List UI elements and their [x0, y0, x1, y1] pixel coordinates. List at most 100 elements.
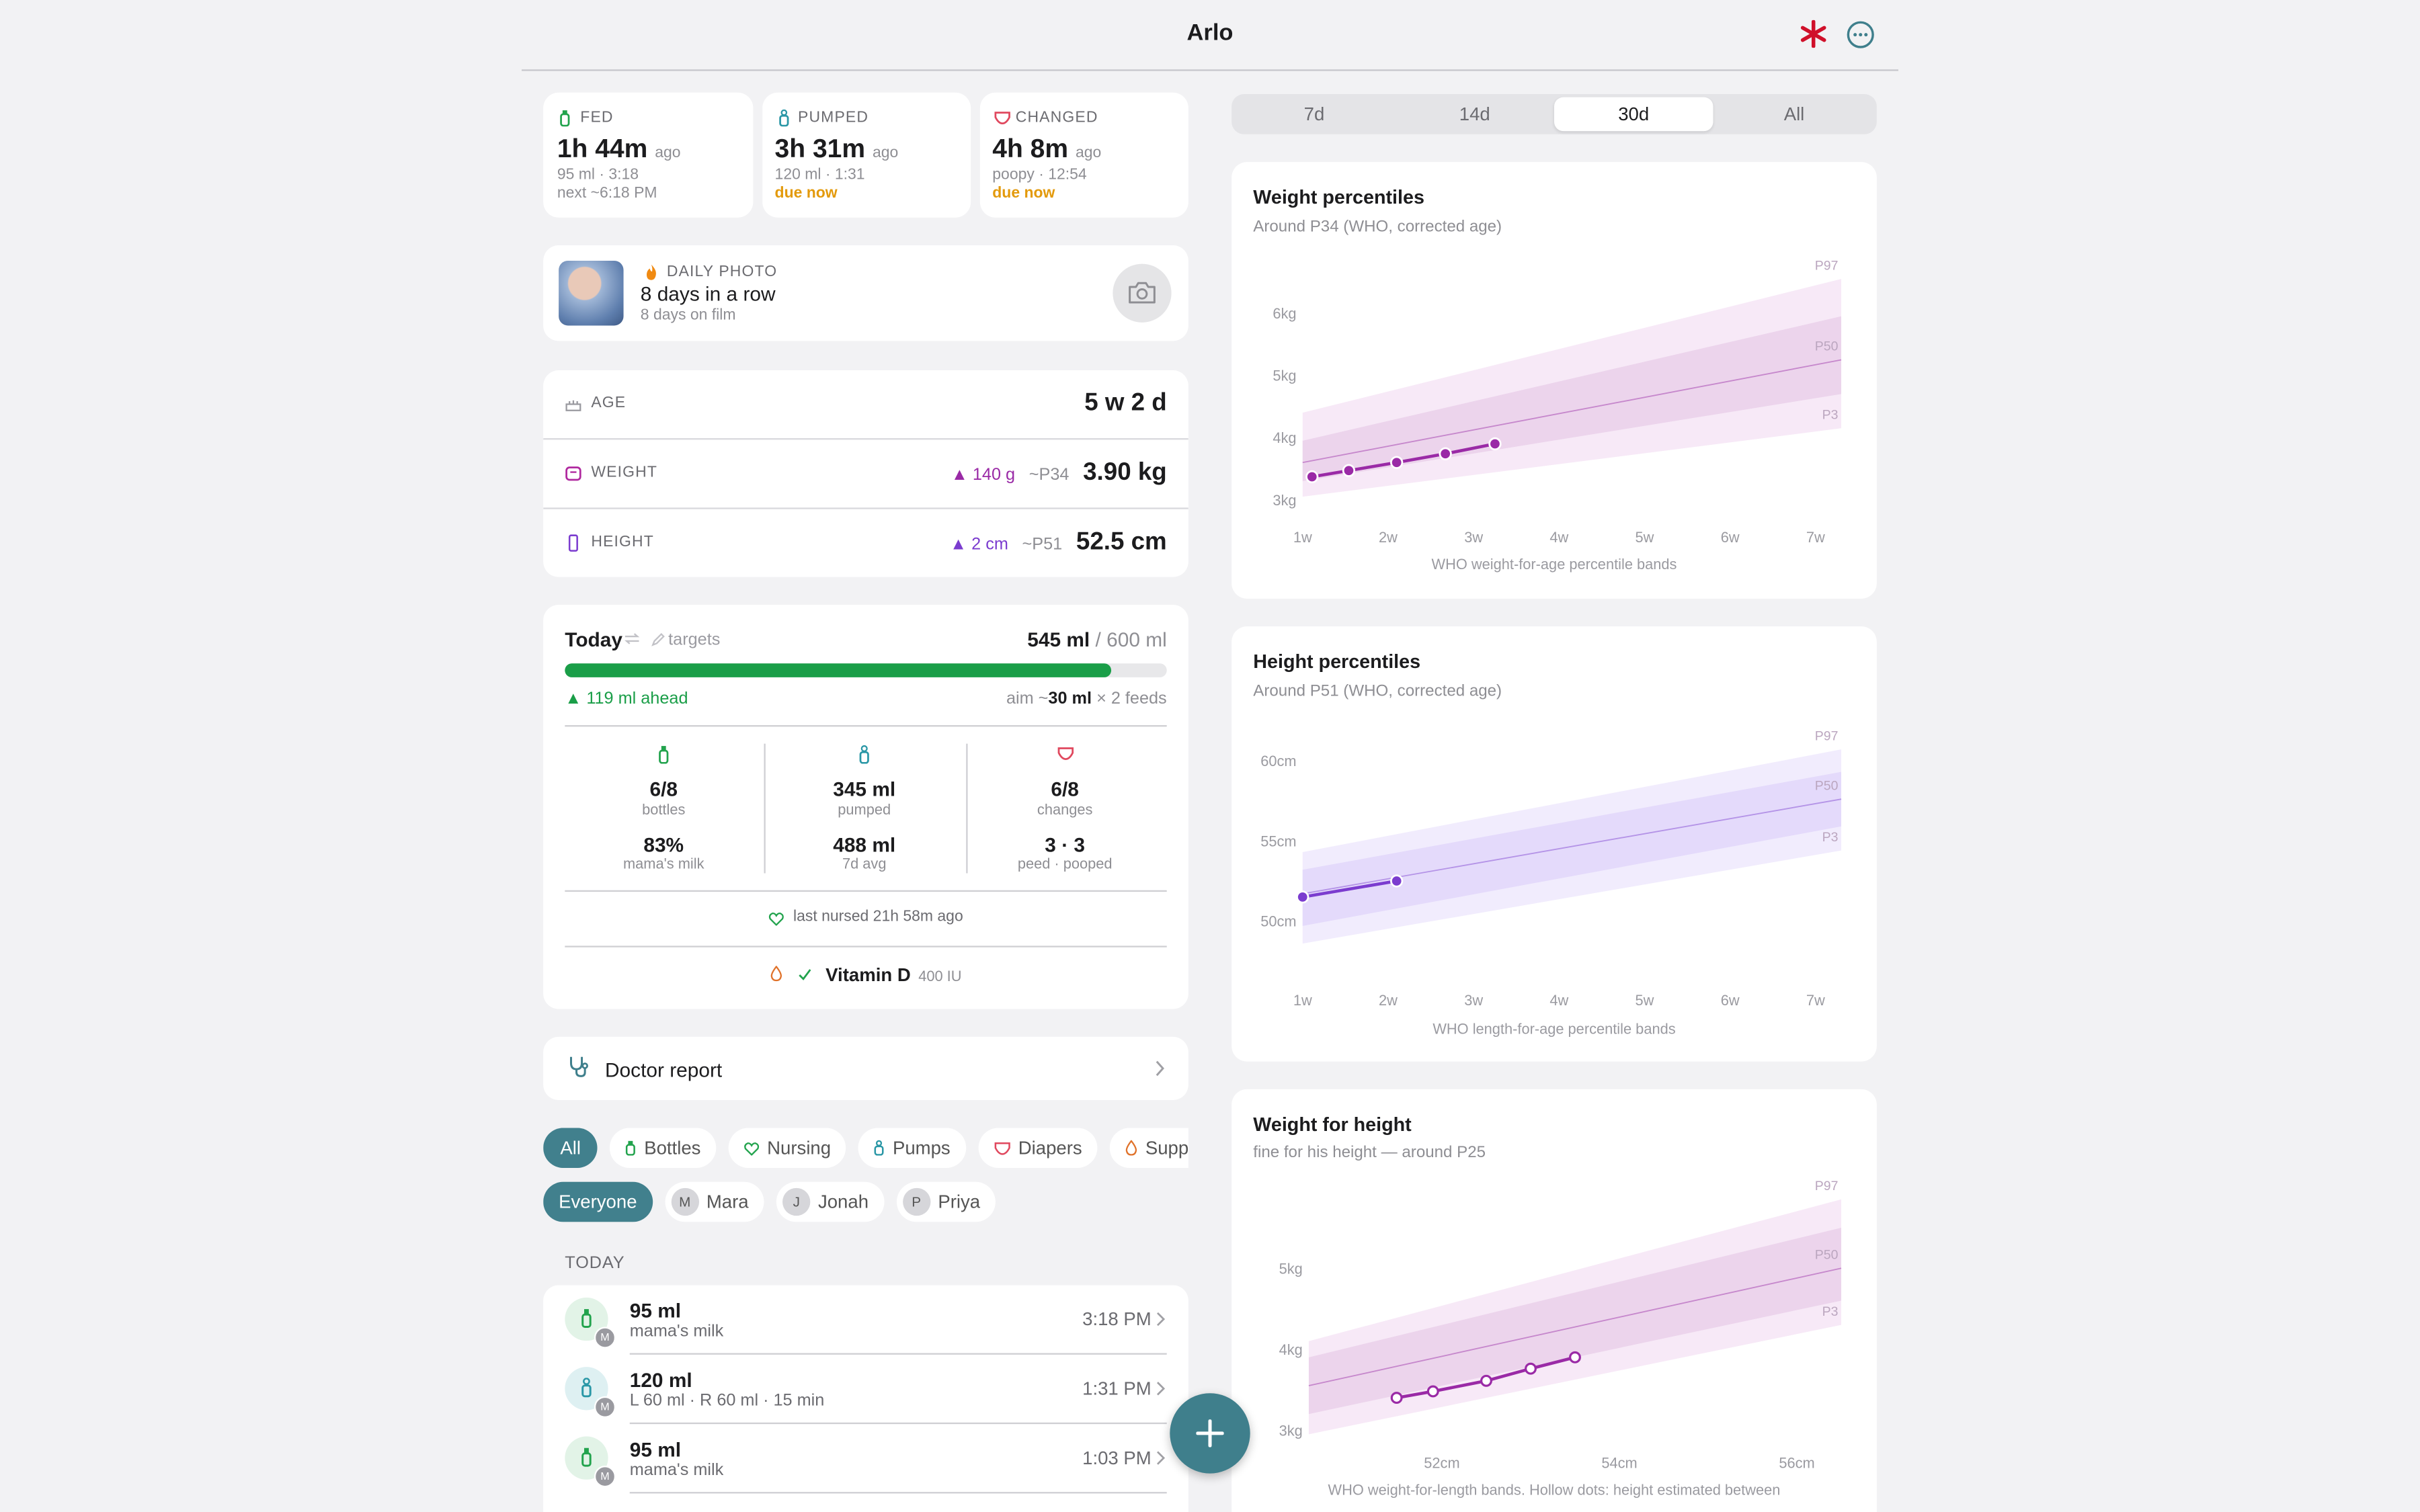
- percentile-band: [1302, 316, 1842, 481]
- band-label: P50: [1815, 1247, 1839, 1262]
- filter-chip[interactable]: M Mara: [664, 1181, 764, 1222]
- entry-row[interactable]: M 95 ml mama's milk 1:03 PM: [543, 1424, 1188, 1494]
- entry-avatar: M: [594, 1396, 616, 1418]
- progress-track: [565, 663, 1167, 677]
- chart-title: Weight for height: [1253, 1114, 1412, 1136]
- chart-footnote: WHO weight-for-age percentile bands: [1431, 556, 1677, 575]
- status-card[interactable]: PUMPED 3h 31m ago 120 ml · 1:31 due now: [762, 92, 971, 218]
- filter-chip[interactable]: All: [543, 1128, 598, 1169]
- band-label: P50: [1815, 778, 1839, 793]
- section-label: TODAY: [565, 1254, 625, 1273]
- aim-prefix: aim ~: [1006, 689, 1049, 708]
- diaper-icon: [1057, 747, 1074, 760]
- entry-row[interactable]: M 120 ml L 60 ml · R 60 ml · 15 min 1:31…: [543, 1355, 1188, 1425]
- aim-amount: 30 ml: [1048, 689, 1092, 708]
- filter-chip[interactable]: Nursing: [728, 1128, 847, 1169]
- chip-label: Priya: [938, 1191, 981, 1213]
- status-card[interactable]: CHANGED 4h 8m ago poopy · 12:54 due now: [979, 92, 1188, 218]
- chart-footnote: WHO length-for-age percentile bands: [1433, 1021, 1676, 1039]
- status-note: due now: [774, 185, 838, 202]
- bottle-icon: [560, 110, 570, 127]
- stat-value: 83%: [643, 833, 684, 857]
- filter-chip[interactable]: Pumps: [858, 1128, 966, 1169]
- median-line: [1302, 359, 1842, 464]
- elapsed: 4h 8m: [992, 134, 1069, 164]
- data-point: [1305, 470, 1319, 484]
- chip-label: Diapers: [1018, 1137, 1082, 1159]
- stat-label: bottles: [642, 802, 686, 820]
- divider: [629, 1492, 1167, 1494]
- daily-photo-card[interactable]: DAILY PHOTO 8 days in a row 8 days on fi…: [543, 245, 1188, 341]
- stat-value: 3 · 3: [1045, 833, 1086, 857]
- elapsed: 1h 44m: [557, 134, 648, 164]
- measure-delta: ▲ 140 g: [951, 466, 1016, 485]
- data-point: [1569, 1351, 1581, 1363]
- add-button[interactable]: [1170, 1393, 1250, 1474]
- stat-label: 7d avg: [842, 856, 887, 874]
- header-title: Arlo: [1186, 19, 1234, 46]
- filter-chip[interactable]: Diapers: [978, 1128, 1098, 1169]
- measure-row: ▲ 2 cm ~P51 52.5 cm: [950, 530, 1167, 556]
- measurements-card: AGE 5 w 2 d WEIGHT ▲ 140 g ~P34 3.90 kg …: [543, 370, 1188, 577]
- measure-percentile: ~P34: [1028, 466, 1070, 485]
- chart-subtitle: Around P34 (WHO, corrected age): [1253, 217, 1502, 237]
- camera-icon: [1129, 282, 1156, 304]
- status-value: 3h 31m ago: [775, 136, 899, 162]
- x-tick-label: 3w: [1464, 992, 1483, 1009]
- filter-chip[interactable]: J Jonah: [776, 1181, 884, 1222]
- chart-card: P3 P50 P97 3kg 4kg 5kg 52cm 54cm 56cm Weight for…: [1232, 1089, 1877, 1512]
- filter-chip[interactable]: P Priya: [896, 1181, 996, 1222]
- chart: P3 P50 P97 3kg 4kg 5kg 6kg 1w 2w 3w 4w 5w 6w 7w: [1273, 258, 1842, 546]
- range-tabs: 7d 14d 30d All: [1232, 94, 1877, 134]
- filter-chip[interactable]: Bottles: [610, 1128, 717, 1169]
- more-button[interactable]: [1846, 20, 1876, 50]
- status-card[interactable]: FED 1h 44m ago 95 ml · 3:18 next ~6:18 P…: [543, 92, 754, 218]
- targets-link[interactable]: targets: [668, 631, 721, 650]
- elapsed-suffix: ago: [1075, 144, 1102, 163]
- stat-value: 6/8: [649, 778, 678, 801]
- camera-button[interactable]: [1113, 263, 1172, 323]
- chart-card: P3 P50 P97 50cm 55cm 60cm 1w 2w 3w 4w 5w 6w 7w Heigh…: [1232, 626, 1877, 1062]
- filter-chip[interactable]: Supplements: [1110, 1128, 1188, 1169]
- chart: P3 P50 P97 3kg 4kg 5kg 52cm 54cm 56cm: [1279, 1179, 1842, 1472]
- divider: [543, 507, 1188, 509]
- elapsed-suffix: ago: [872, 144, 899, 163]
- scale-icon: [565, 466, 581, 481]
- range-tab[interactable]: 7d: [1303, 103, 1325, 125]
- y-tick-label: 55cm: [1260, 833, 1296, 849]
- stat-label: peed · pooped: [1017, 856, 1113, 874]
- app-icon[interactable]: [1800, 19, 1827, 48]
- y-tick-label: 5kg: [1273, 368, 1296, 384]
- band-label: P97: [1815, 728, 1839, 743]
- entries-list: M 95 ml mama's milk 3:18 PM M 120 ml L 6…: [543, 1285, 1188, 1512]
- bottle-icon: [626, 1140, 636, 1156]
- x-tick-label: 2w: [1379, 529, 1398, 546]
- divider: [543, 438, 1188, 440]
- range-tab[interactable]: 14d: [1459, 103, 1490, 125]
- band-label: P50: [1815, 339, 1839, 354]
- swap-icon[interactable]: [624, 632, 641, 644]
- divider: [629, 1422, 1167, 1425]
- progress-fill: [565, 663, 1112, 677]
- intake-total: 545 ml / 600 ml: [1027, 630, 1166, 650]
- filter-chip[interactable]: Everyone: [543, 1181, 653, 1222]
- y-tick-label: 3kg: [1279, 1422, 1303, 1439]
- range-tab[interactable]: 30d: [1554, 97, 1713, 132]
- stat-label: changes: [1037, 802, 1093, 820]
- data-point: [1390, 874, 1404, 888]
- drop-icon: [1125, 1140, 1137, 1156]
- entry-time: 1:31 PM: [1082, 1378, 1152, 1400]
- data-point: [1426, 1385, 1439, 1398]
- stat-value: 488 ml: [833, 833, 896, 857]
- band-label: P3: [1822, 408, 1839, 423]
- entry-detail: mama's milk: [629, 1322, 724, 1341]
- range-tab[interactable]: All: [1783, 103, 1805, 125]
- series-line: [1302, 879, 1398, 899]
- aim-note: aim ~30 ml × 2 feeds: [1006, 689, 1167, 708]
- x-tick-label: 5w: [1636, 529, 1654, 546]
- doctor-report-button[interactable]: Doctor report: [543, 1036, 1188, 1100]
- status-detail: 95 ml · 3:18: [557, 166, 639, 184]
- elapsed: 3h 31m: [774, 134, 866, 164]
- x-tick-label: 56cm: [1779, 1455, 1814, 1472]
- entry-row[interactable]: M 95 ml mama's milk 3:18 PM: [543, 1286, 1188, 1355]
